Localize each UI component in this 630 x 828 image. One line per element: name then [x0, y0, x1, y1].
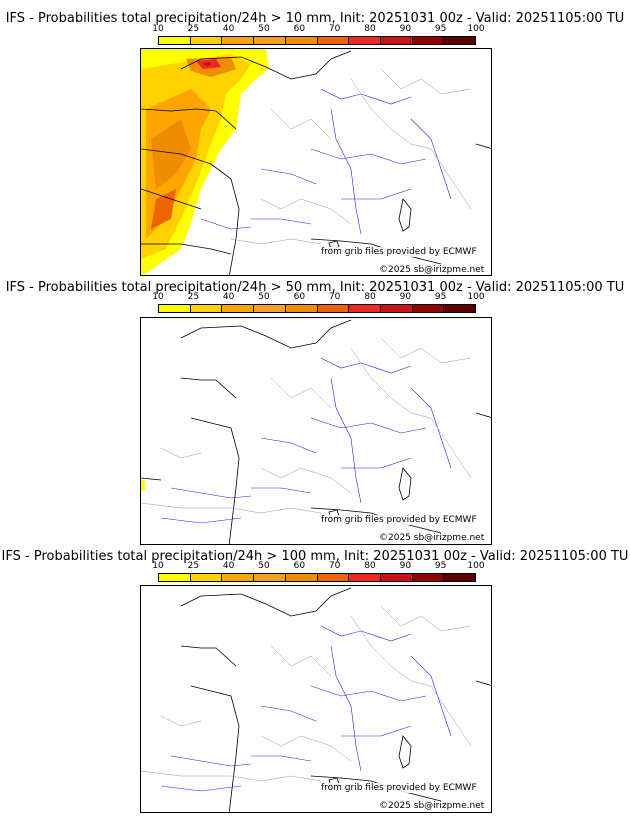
map-100mm-svg: [141, 587, 491, 812]
colorbar-tick-label: 40: [222, 24, 235, 34]
colorbar-tick-label: 80: [364, 24, 376, 34]
rivers: [160, 357, 452, 524]
colorbar-tick-label: 100: [467, 561, 485, 571]
colorbar-tick-label: 90: [399, 292, 412, 302]
colorbar-segment: [380, 574, 413, 581]
colorbar-segment: [285, 574, 318, 581]
colorbar-tick-label: 95: [434, 24, 447, 34]
credit-copyright: ©2025 sb@irizpme.net: [379, 265, 485, 275]
colorbar-tick-label: 100: [467, 24, 485, 34]
colorbar-bar: [158, 573, 476, 582]
colorbar-segment: [190, 574, 223, 581]
borders: [141, 337, 472, 514]
panel-title: IFS - Probabilities total precipitation/…: [1, 549, 629, 564]
colorbar-tick-label: 100: [467, 292, 485, 302]
probability-shading: [141, 480, 145, 492]
rivers: [200, 88, 452, 235]
colorbar-segment: [380, 305, 413, 312]
colorbar-segment: [349, 574, 381, 581]
colorbar-tick-label: 25: [187, 292, 200, 302]
credit-source: from grib files provided by ECMWF: [321, 515, 477, 525]
colorbar-segment: [159, 37, 191, 44]
colorbar-ticks: 10 25 40 50 60 70 80 90 95 100: [152, 292, 484, 303]
colorbar-segment: [222, 37, 255, 44]
probability-shading: [141, 49, 269, 275]
panel-title: IFS - Probabilities total precipitation/…: [5, 11, 625, 26]
credit-source: from grib files provided by ECMWF: [321, 783, 477, 793]
colorbar-segment: [380, 37, 413, 44]
colorbar-segment: [254, 37, 286, 44]
colorbar-tick-label: 70: [328, 561, 341, 571]
colorbar-segment: [222, 305, 255, 312]
credit-copyright: ©2025 sb@irizpme.net: [379, 801, 485, 811]
colorbar-tick-label: 10: [152, 24, 164, 34]
colorbar-tick-label: 90: [399, 24, 412, 34]
colorbar-tick-label: 25: [187, 24, 200, 34]
colorbar-segment: [444, 574, 476, 581]
colorbar-segment: [254, 574, 286, 581]
colorbar-segment: [317, 305, 350, 312]
colorbar-tick-label: 10: [152, 292, 164, 302]
colorbar-tick-label: 80: [364, 292, 376, 302]
colorbar-segment: [317, 574, 350, 581]
map-50mm-svg: [141, 319, 491, 544]
colorbar-segment: [285, 37, 318, 44]
colorbar-tick-label: 25: [187, 561, 200, 571]
colorbar-segment: [190, 37, 223, 44]
colorbar-segment: [159, 305, 191, 312]
colorbar-tick-label: 80: [364, 561, 376, 571]
colorbar-segment: [317, 37, 350, 44]
colorbar: 10 25 40 50 60 70 80 90 95 100: [152, 292, 485, 317]
colorbar-segment: [444, 37, 476, 44]
colorbar-segment: [412, 574, 445, 581]
colorbar-tick-label: 60: [293, 561, 306, 571]
credit-copyright: ©2025 sb@irizpme.net: [379, 533, 485, 543]
credit-source: from grib files provided by ECMWF: [321, 247, 477, 257]
colorbar-tick-label: 95: [434, 561, 447, 571]
coastlines: [180, 587, 491, 812]
colorbar-segment: [222, 574, 255, 581]
colorbar-segment: [254, 305, 286, 312]
colorbar-tick-label: 50: [258, 292, 270, 302]
borders: [230, 68, 472, 245]
map-50mm: from grib files provided by ECMWF ©2025 …: [140, 317, 492, 545]
colorbar-tick-label: 60: [293, 24, 306, 34]
colorbar-segment: [159, 574, 191, 581]
colorbar-bar: [158, 36, 476, 45]
colorbar: 10 25 40 50 60 70 80 90 95 100: [152, 24, 485, 49]
colorbar-segment: [444, 305, 476, 312]
colorbar: 10 25 40 50 60 70 80 90 95 100: [152, 561, 485, 586]
colorbar-bar: [158, 304, 476, 313]
borders: [141, 605, 472, 782]
colorbar-tick-label: 10: [152, 561, 164, 571]
colorbar-segment: [349, 37, 381, 44]
colorbar-tick-label: 40: [222, 561, 235, 571]
colorbar-segment: [412, 37, 445, 44]
colorbar-segment: [412, 305, 445, 312]
map-10mm-svg: [141, 49, 491, 275]
colorbar-tick-label: 70: [328, 24, 341, 34]
colorbar-tick-label: 50: [258, 561, 270, 571]
colorbar-segment: [285, 305, 318, 312]
map-100mm: from grib files provided by ECMWF ©2025 …: [140, 585, 492, 813]
colorbar-tick-label: 95: [434, 292, 447, 302]
colorbar-tick-label: 60: [293, 292, 306, 302]
colorbar-ticks: 10 25 40 50 60 70 80 90 95 100: [152, 561, 484, 572]
colorbar-segment: [190, 305, 223, 312]
colorbar-tick-label: 40: [222, 292, 235, 302]
coastlines: [141, 50, 491, 275]
colorbar-tick-label: 50: [258, 24, 270, 34]
colorbar-segment: [349, 305, 381, 312]
colorbar-tick-label: 90: [399, 561, 412, 571]
colorbar-tick-label: 70: [328, 292, 341, 302]
panel-title: IFS - Probabilities total precipitation/…: [5, 280, 625, 295]
rivers: [160, 625, 452, 792]
colorbar-ticks: 10 25 40 50 60 70 80 90 95 100: [152, 24, 484, 35]
map-10mm: from grib files provided by ECMWF ©2025 …: [140, 48, 492, 276]
